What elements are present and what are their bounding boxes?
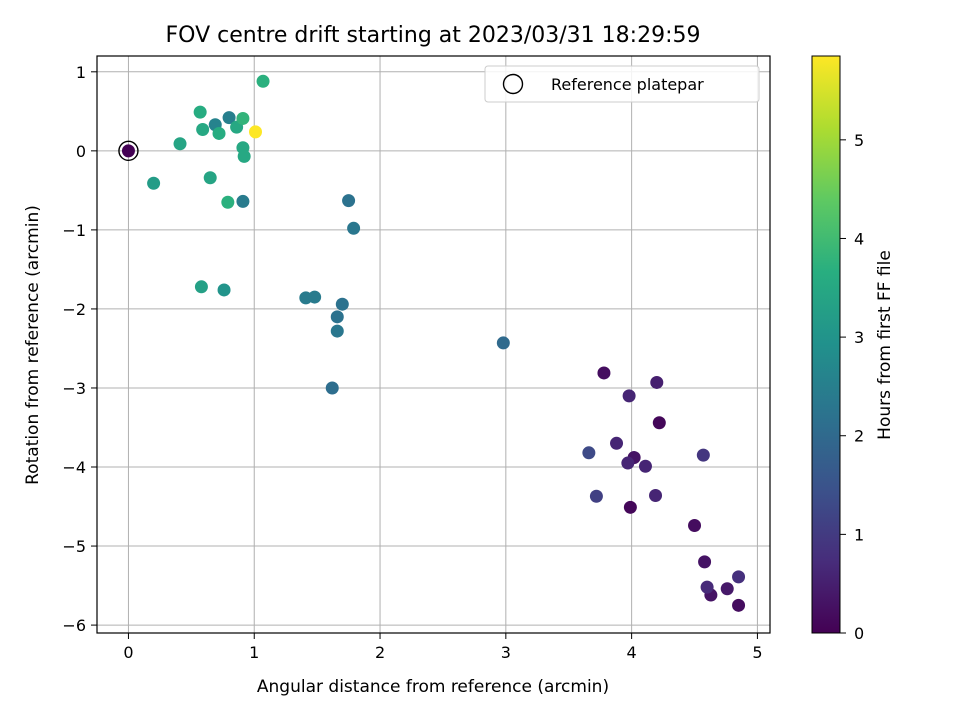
reference-marker: [118, 140, 139, 162]
colorbar-tick-label: 3: [854, 328, 864, 347]
scatter-point: [610, 436, 624, 450]
scatter-point: [698, 555, 712, 569]
y-axis-ticks: 1 0 −1 −2 −3 −4 −5 −6: [62, 63, 97, 635]
y-tick-label: −5: [62, 537, 86, 556]
scatter-point: [342, 194, 356, 208]
data-points: [121, 74, 746, 612]
scatter-point: [222, 111, 236, 125]
scatter-point: [196, 123, 210, 137]
scatter-point: [147, 176, 161, 190]
colorbar-ticks: 0 1 2 3 4 5: [840, 131, 864, 643]
legend: Reference platepar: [484, 65, 760, 103]
scatter-point: [652, 416, 666, 430]
scatter-point: [121, 144, 135, 158]
x-axis-ticks: 0 1 2 3 4 5: [123, 633, 763, 662]
scatter-point: [649, 488, 663, 502]
y-tick-label: 0: [76, 142, 86, 161]
scatter-point: [700, 580, 714, 594]
scatter-point: [650, 375, 664, 389]
scatter-point: [221, 195, 235, 209]
scatter-point: [212, 126, 226, 140]
scatter-point: [496, 336, 510, 350]
colorbar: 0 1 2 3 4 5 Hours from first FF file: [811, 55, 895, 643]
reference-platepar-marker: [118, 140, 139, 162]
scatter-point: [236, 111, 250, 125]
colorbar-tick-label: 5: [854, 131, 864, 150]
colorbar-tick-label: 4: [854, 229, 864, 248]
plot-frame: [96, 55, 771, 634]
colorbar-tick-label: 2: [854, 427, 864, 446]
scatter-point: [335, 297, 349, 311]
scatter-point: [622, 389, 636, 403]
scatter-point: [589, 489, 603, 503]
scatter-point: [623, 500, 637, 514]
x-tick-label: 3: [501, 643, 511, 662]
colorbar-tick-label: 1: [854, 525, 864, 544]
grid-lines: [97, 56, 770, 633]
scatter-point: [249, 125, 263, 139]
scatter-point: [256, 74, 270, 88]
chart-title: FOV centre drift starting at 2023/03/31 …: [166, 23, 701, 48]
scatter-point: [638, 459, 652, 473]
scatter-point: [217, 283, 231, 297]
legend-entry-reference: Reference platepar: [551, 75, 704, 94]
x-tick-label: 2: [375, 643, 385, 662]
scatter-point: [193, 105, 207, 119]
y-axis-label: Rotation from reference (arcmin): [23, 205, 43, 485]
colorbar-tick-label: 0: [854, 624, 864, 643]
scatter-point: [308, 290, 322, 304]
x-tick-label: 5: [752, 643, 762, 662]
scatter-point: [720, 582, 734, 596]
scatter-point: [688, 519, 702, 533]
scatter-point: [330, 324, 344, 338]
scatter-point: [325, 381, 339, 395]
scatter-point: [347, 221, 361, 235]
x-axis-label: Angular distance from reference (arcmin): [257, 677, 609, 697]
y-tick-label: −1: [62, 221, 86, 240]
y-tick-label: −3: [62, 379, 86, 398]
scatter-point: [732, 570, 746, 584]
y-tick-label: 1: [76, 63, 86, 82]
scatter-point: [597, 366, 611, 380]
scatter-point: [696, 448, 710, 462]
x-tick-label: 0: [123, 643, 133, 662]
y-tick-label: −2: [62, 300, 86, 319]
scatter-point: [236, 194, 250, 208]
scatter-point: [173, 137, 187, 151]
colorbar-label: Hours from first FF file: [875, 250, 895, 440]
legend-reference-marker: [502, 73, 524, 95]
scatter-point: [582, 446, 596, 460]
colorbar-gradient: [811, 55, 841, 634]
scatter-point: [732, 598, 746, 612]
scatter-point: [194, 280, 208, 294]
scatter-point: [203, 171, 217, 185]
y-tick-label: −6: [62, 616, 86, 635]
legend-box: [484, 65, 760, 103]
scatter-point: [237, 149, 251, 163]
x-tick-label: 1: [249, 643, 259, 662]
scatter-point: [621, 456, 635, 470]
x-tick-label: 4: [627, 643, 637, 662]
scatter-point: [330, 310, 344, 324]
y-tick-label: −4: [62, 458, 86, 477]
